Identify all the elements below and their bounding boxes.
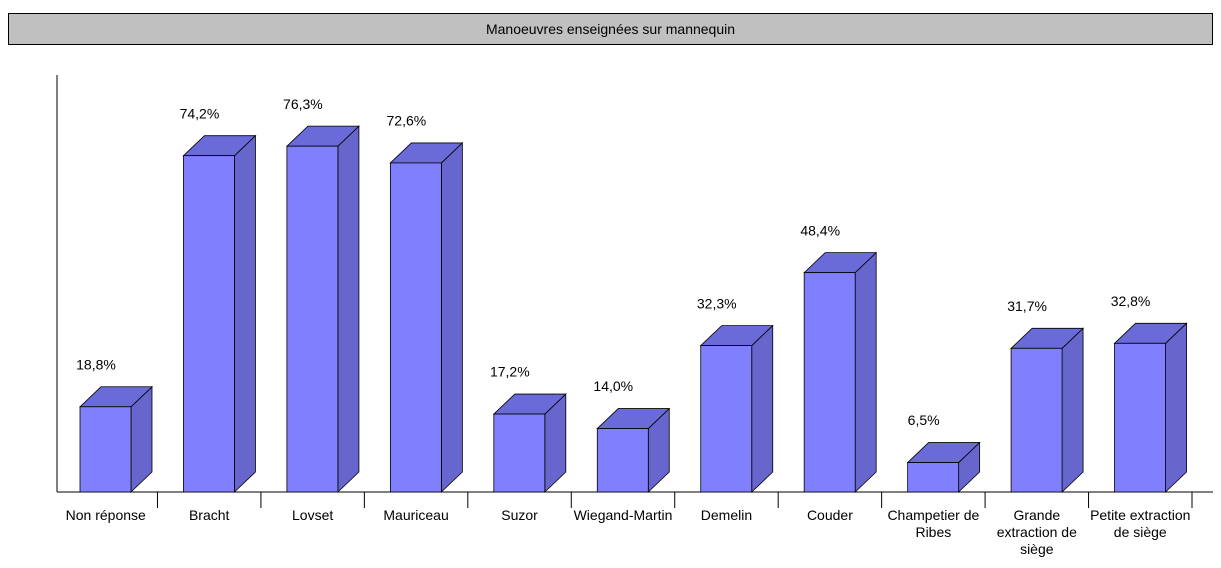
value-label: 14,0% (593, 378, 633, 394)
value-label: 18,8% (76, 356, 116, 372)
bar (1010, 347, 1063, 493)
bar (493, 413, 546, 493)
bar-side (337, 125, 360, 493)
value-label: 17,2% (490, 364, 530, 380)
chart-title: Manoeuvres enseignées sur mannequin (8, 13, 1213, 45)
bar-side (1165, 322, 1187, 493)
x-tick-label: Suzor (501, 507, 538, 523)
value-label: 31,7% (1007, 298, 1047, 314)
bar-side (751, 324, 774, 493)
bar (183, 155, 235, 493)
value-label: 6,5% (908, 412, 940, 428)
bar (79, 406, 132, 493)
x-tick-label: Non réponse (65, 507, 146, 523)
x-tick-label: Demelin (700, 507, 753, 523)
value-label: 48,4% (800, 222, 840, 238)
value-label: 74,2% (180, 105, 220, 121)
x-tick-label: Wiegand-Martin (573, 507, 673, 523)
bar (286, 145, 339, 493)
value-label: 76,3% (283, 96, 323, 112)
x-tick-label: Grande extraction de siège (996, 507, 1077, 557)
value-label: 32,3% (697, 295, 737, 311)
value-label: 32,8% (1111, 293, 1151, 309)
bar (803, 272, 856, 493)
x-tick-label: Champetier de Ribes (887, 507, 980, 540)
bar-side (234, 134, 256, 493)
bar (596, 428, 649, 493)
bar-side (440, 141, 463, 493)
x-tick-label: Petite extraction de siège (1090, 507, 1191, 540)
bar (389, 162, 442, 493)
x-tick-label: Couder (806, 507, 853, 523)
x-tick-label: Mauriceau (383, 507, 449, 523)
bar-side (1061, 327, 1084, 493)
value-label: 72,6% (387, 113, 427, 129)
bar (700, 345, 753, 493)
bar-side (854, 251, 877, 493)
bar (1114, 342, 1166, 493)
bar (907, 462, 960, 493)
x-tick-label: Bracht (188, 507, 230, 523)
x-tick-label: Lovset (292, 507, 334, 523)
